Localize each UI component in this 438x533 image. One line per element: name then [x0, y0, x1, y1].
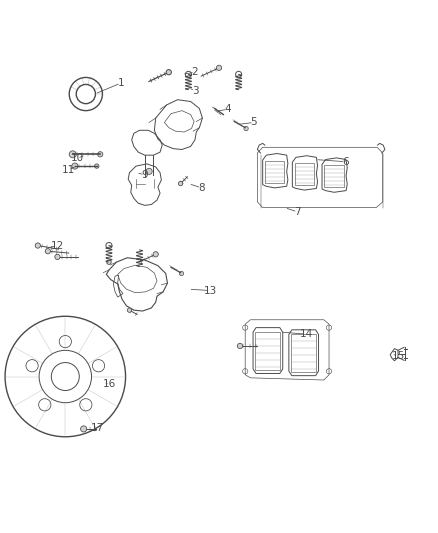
Circle shape — [95, 164, 99, 168]
Circle shape — [166, 70, 171, 75]
Circle shape — [55, 254, 60, 260]
Text: 7: 7 — [294, 207, 301, 217]
Circle shape — [35, 243, 40, 248]
Circle shape — [127, 308, 132, 312]
Circle shape — [153, 252, 158, 257]
Circle shape — [179, 271, 184, 276]
Text: 5: 5 — [251, 117, 257, 127]
Circle shape — [72, 163, 78, 169]
Text: 10: 10 — [71, 153, 84, 163]
Text: 9: 9 — [141, 170, 148, 180]
Text: 13: 13 — [204, 286, 217, 295]
Circle shape — [98, 152, 103, 157]
Circle shape — [216, 65, 222, 70]
Text: 16: 16 — [103, 379, 117, 390]
Text: 11: 11 — [62, 165, 75, 175]
Text: 17: 17 — [91, 423, 104, 433]
Circle shape — [244, 126, 248, 131]
Text: 2: 2 — [192, 67, 198, 77]
Circle shape — [81, 426, 87, 432]
Text: 1: 1 — [117, 78, 124, 88]
Text: 15: 15 — [392, 351, 405, 361]
Circle shape — [45, 248, 50, 254]
Text: 6: 6 — [343, 157, 349, 167]
Text: 14: 14 — [300, 329, 313, 339]
Circle shape — [237, 343, 243, 349]
Text: 4: 4 — [224, 104, 231, 114]
Circle shape — [69, 151, 76, 158]
Circle shape — [146, 168, 152, 174]
Text: 8: 8 — [198, 183, 205, 193]
Text: 3: 3 — [192, 86, 198, 96]
Text: 12: 12 — [51, 240, 64, 251]
Circle shape — [178, 181, 183, 185]
